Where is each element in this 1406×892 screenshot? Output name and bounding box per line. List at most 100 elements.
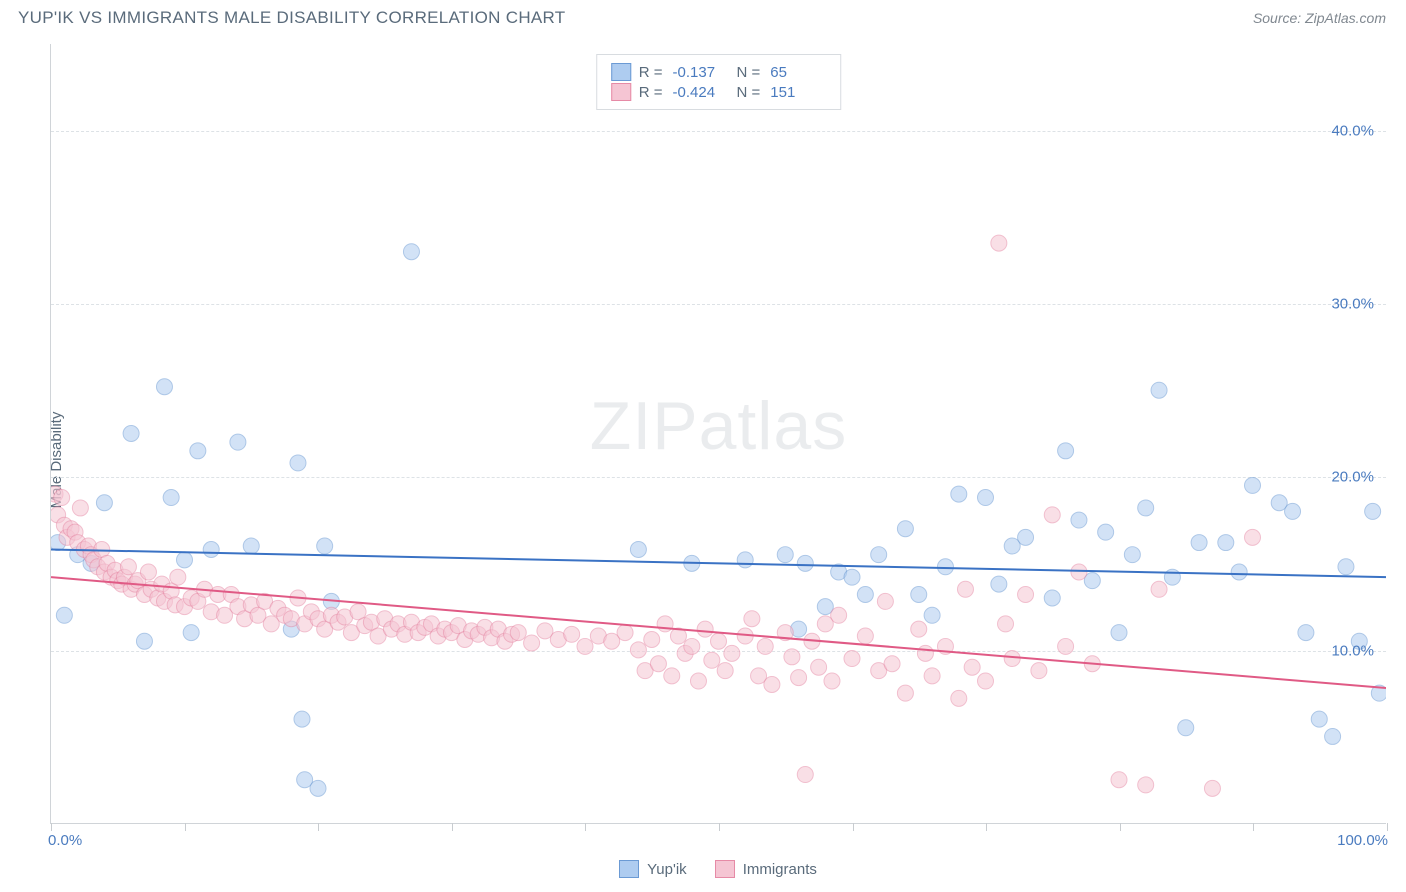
data-point [290, 455, 306, 471]
data-point [1044, 590, 1060, 606]
data-point [1151, 581, 1167, 597]
x-tick [719, 823, 720, 831]
data-point [120, 559, 136, 575]
legend-swatch [715, 860, 735, 878]
data-point [630, 642, 646, 658]
data-point [1365, 503, 1381, 519]
data-point [1044, 507, 1060, 523]
data-point [1031, 663, 1047, 679]
data-point [156, 379, 172, 395]
legend-swatch [611, 63, 631, 81]
legend-series: Yup'ik Immigrants [50, 860, 1386, 878]
x-tick [585, 823, 586, 831]
data-point [844, 651, 860, 667]
data-point [630, 541, 646, 557]
data-point [564, 626, 580, 642]
data-point [1218, 535, 1234, 551]
data-point [1071, 564, 1087, 580]
data-point [1138, 500, 1154, 516]
x-tick [853, 823, 854, 831]
data-point [757, 638, 773, 654]
data-point [911, 621, 927, 637]
data-point [937, 559, 953, 575]
data-point [577, 638, 593, 654]
data-point [664, 668, 680, 684]
data-point [924, 668, 940, 684]
data-point [1204, 780, 1220, 796]
r-label: R = [639, 64, 663, 81]
data-point [957, 581, 973, 597]
chart-header: YUP'IK VS IMMIGRANTS MALE DISABILITY COR… [0, 0, 1406, 32]
legend-item: Yup'ik [619, 860, 687, 878]
legend-stat-row: R = -0.137 N = 65 [611, 63, 827, 81]
data-point [844, 569, 860, 585]
x-tick [1253, 823, 1254, 831]
data-point [791, 670, 807, 686]
data-point [978, 673, 994, 689]
n-label: N = [737, 84, 761, 101]
data-point [711, 633, 727, 649]
data-point [684, 638, 700, 654]
data-point [784, 649, 800, 665]
data-point [1245, 529, 1261, 545]
n-value: 151 [770, 84, 826, 101]
r-label: R = [639, 84, 663, 101]
data-point [617, 625, 633, 641]
data-point [190, 443, 206, 459]
data-point [1231, 564, 1247, 580]
data-point [170, 569, 186, 585]
data-point [1124, 547, 1140, 563]
data-point [1111, 772, 1127, 788]
data-point [56, 607, 72, 623]
r-value: -0.424 [673, 84, 729, 101]
data-point [1311, 711, 1327, 727]
chart-source: Source: ZipAtlas.com [1253, 10, 1386, 26]
data-point [294, 711, 310, 727]
data-point [1245, 477, 1261, 493]
data-point [123, 426, 139, 442]
x-tick [1387, 823, 1388, 831]
data-point [991, 576, 1007, 592]
legend-stat-row: R = -0.424 N = 151 [611, 83, 827, 101]
r-value: -0.137 [673, 64, 729, 81]
data-point [690, 673, 706, 689]
legend-swatch [611, 83, 631, 101]
data-point [797, 767, 813, 783]
data-point [1325, 728, 1341, 744]
data-point [230, 434, 246, 450]
data-point [978, 490, 994, 506]
data-point [1098, 524, 1114, 540]
x-max-label: 100.0% [1337, 832, 1388, 849]
data-point [998, 616, 1014, 632]
data-point [777, 547, 793, 563]
data-point [510, 625, 526, 641]
data-point [911, 587, 927, 603]
data-point [877, 593, 893, 609]
data-point [857, 587, 873, 603]
plot-area: ZIPatlas R = -0.137 N = 65 R = -0.424 N … [50, 44, 1386, 824]
data-point [140, 564, 156, 580]
y-tick-label: 30.0% [1331, 296, 1374, 313]
data-point [951, 690, 967, 706]
data-point [650, 656, 666, 672]
data-point [644, 632, 660, 648]
data-point [897, 521, 913, 537]
data-point [964, 659, 980, 675]
legend-stats: R = -0.137 N = 65 R = -0.424 N = 151 [596, 54, 842, 110]
data-point [1298, 625, 1314, 641]
data-point [1111, 625, 1127, 641]
data-point [1151, 382, 1167, 398]
data-point [1338, 559, 1354, 575]
data-point [744, 611, 760, 627]
x-tick [986, 823, 987, 831]
data-point [317, 538, 333, 554]
legend-item: Immigrants [715, 860, 817, 878]
data-point [136, 633, 152, 649]
n-label: N = [737, 64, 761, 81]
data-point [1164, 569, 1180, 585]
data-point [72, 500, 88, 516]
x-tick [185, 823, 186, 831]
data-point [1004, 651, 1020, 667]
data-point [824, 673, 840, 689]
trend-line [51, 549, 1386, 577]
